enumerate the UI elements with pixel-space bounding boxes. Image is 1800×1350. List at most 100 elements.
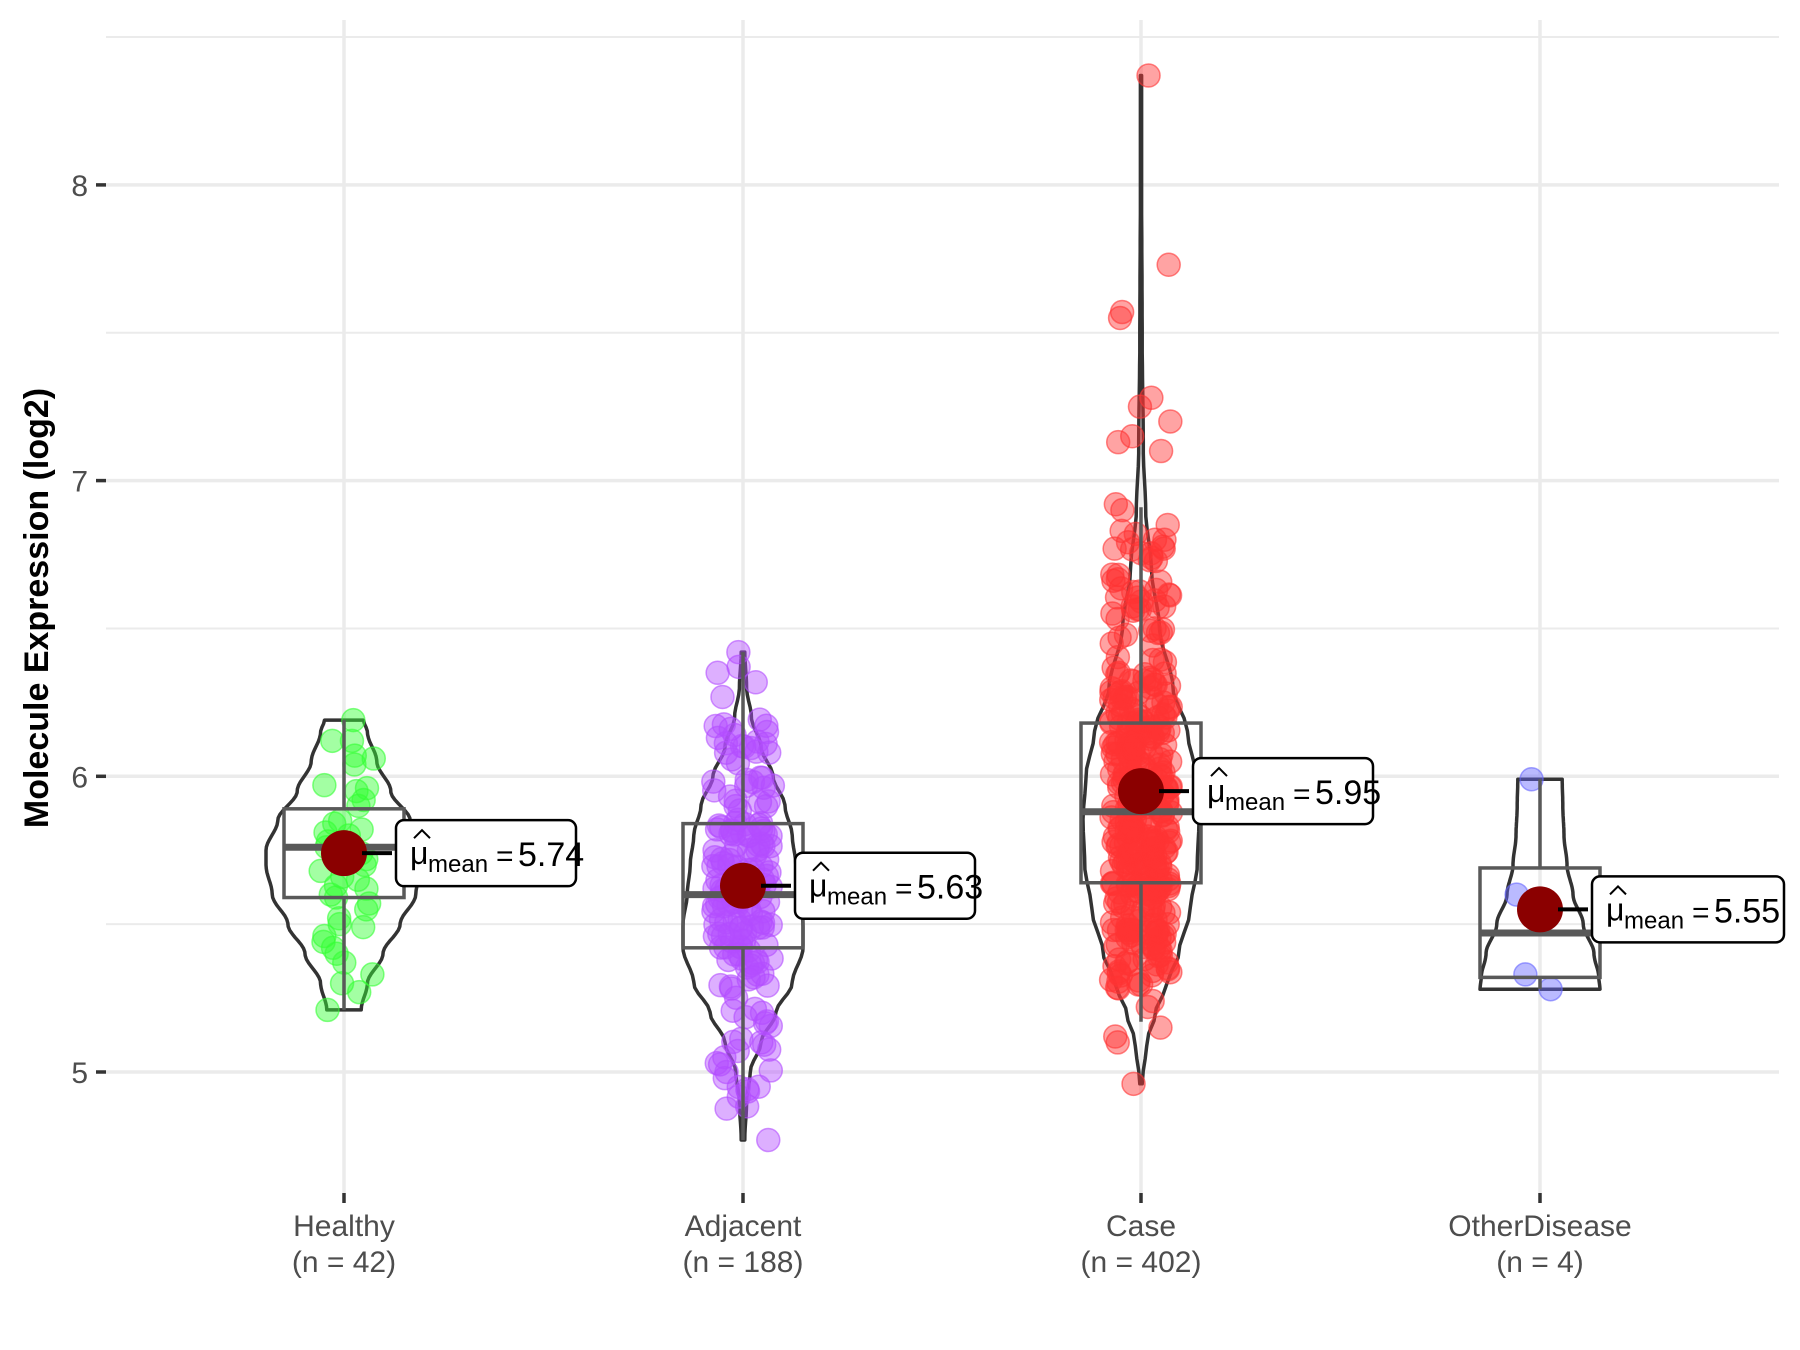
mean-label-otherdisease: μ mean = 5.55 xyxy=(1590,875,1786,944)
data-point xyxy=(1140,633,1166,658)
mean-equals: = xyxy=(496,840,514,873)
mean-value: 5.74 xyxy=(518,836,584,874)
hat-icon xyxy=(1210,766,1228,777)
data-point xyxy=(1148,438,1174,464)
x-tick-n-label: (n = 4) xyxy=(1496,1246,1584,1279)
data-point xyxy=(1148,943,1174,968)
mean-label-box xyxy=(394,818,578,888)
data-point xyxy=(707,1052,733,1077)
data-point xyxy=(1122,732,1147,758)
data-point xyxy=(758,1058,784,1083)
data-point xyxy=(1156,694,1181,720)
data-point xyxy=(701,778,727,803)
data-point xyxy=(1141,884,1167,910)
data-point xyxy=(710,684,735,710)
data-point xyxy=(1101,829,1126,855)
data-point xyxy=(1139,545,1164,570)
data-point xyxy=(744,739,769,764)
data-point xyxy=(720,998,745,1023)
data-point xyxy=(1157,583,1183,608)
data-point xyxy=(1105,644,1131,670)
mean-symbol: μ xyxy=(1606,891,1624,927)
data-point xyxy=(712,1065,738,1091)
data-point xyxy=(1137,618,1163,644)
data-point xyxy=(1148,1015,1173,1040)
y-axis-title: Molecule Expression (log2) xyxy=(18,388,56,828)
mean-label-box xyxy=(1590,875,1786,944)
mean-point xyxy=(1517,886,1563,933)
mean-label-case: μ mean = 5.95 xyxy=(1191,756,1381,826)
y-tick-label: 8 xyxy=(71,170,88,203)
violin-otherdisease xyxy=(1478,777,1602,991)
data-point xyxy=(701,769,726,794)
data-point xyxy=(1156,252,1181,277)
data-point xyxy=(1107,880,1132,905)
data-point xyxy=(1098,967,1124,993)
data-point xyxy=(711,712,737,737)
data-point xyxy=(1105,661,1130,687)
mean-value: 5.55 xyxy=(1714,892,1780,930)
data-point xyxy=(1105,606,1130,632)
data-point xyxy=(1132,668,1157,694)
mean-label-adjacent: μ mean = 5.63 xyxy=(793,851,983,920)
data-point xyxy=(1127,394,1153,419)
data-point xyxy=(756,1037,782,1062)
mean-equals: = xyxy=(1293,778,1311,811)
x-tick-n-label: (n = 402) xyxy=(1081,1246,1202,1279)
y-axis: 5 6 7 8 xyxy=(71,170,106,1090)
violin-healthy xyxy=(264,718,424,1012)
data-point xyxy=(709,846,735,872)
mean-label-healthy: μ mean = 5.74 xyxy=(394,818,584,888)
data-point xyxy=(714,1096,739,1121)
x-tick-label: Adjacent xyxy=(685,1210,802,1243)
data-point xyxy=(1136,63,1161,88)
data-point xyxy=(1115,529,1141,555)
data-point xyxy=(350,914,376,940)
data-point xyxy=(745,837,770,863)
data-point xyxy=(1142,855,1168,880)
data-point xyxy=(1538,976,1563,1002)
data-point xyxy=(741,965,766,990)
mean-subscript: mean xyxy=(428,851,488,878)
data-point xyxy=(1120,423,1145,449)
data-point xyxy=(1152,732,1178,758)
data-point xyxy=(1151,594,1177,619)
data-point xyxy=(1519,767,1544,792)
mean-point xyxy=(1118,768,1164,815)
data-point xyxy=(346,793,371,819)
data-point xyxy=(755,973,780,998)
data-point xyxy=(751,1032,777,1057)
data-point xyxy=(725,807,751,833)
data-point xyxy=(1107,845,1133,870)
x-tick-n-label: (n = 188) xyxy=(683,1246,804,1279)
data-point xyxy=(713,740,739,765)
data-point xyxy=(717,921,743,947)
data-point xyxy=(346,979,372,1005)
data-point xyxy=(1128,850,1153,875)
data-point xyxy=(1120,930,1146,956)
mean-equals: = xyxy=(895,873,913,906)
mean-value: 5.63 xyxy=(917,869,983,907)
violin-case xyxy=(1081,73,1201,1086)
data-point xyxy=(1513,962,1538,987)
data-point xyxy=(1105,1030,1130,1055)
mean-markers: μ mean = 5.74μ mean = 5.63μ mean = 5.95μ mean = 5.55 xyxy=(321,756,1786,944)
violins xyxy=(264,73,1602,1142)
data-point xyxy=(1100,741,1126,766)
x-tick-label: Case xyxy=(1106,1210,1176,1243)
data-point xyxy=(751,775,777,801)
data-point xyxy=(361,746,387,771)
data-point xyxy=(748,765,773,790)
data-point xyxy=(1146,719,1171,745)
data-point xyxy=(327,808,353,833)
data-point xyxy=(1099,910,1125,935)
data-point xyxy=(754,713,779,738)
data-point xyxy=(1107,305,1133,331)
mean-value: 5.95 xyxy=(1315,774,1381,812)
data-point xyxy=(1105,429,1131,455)
y-tick-label: 7 xyxy=(71,466,88,499)
data-point xyxy=(743,670,768,695)
mean-label-box xyxy=(1191,756,1375,826)
violin-adjacent xyxy=(681,650,805,1142)
